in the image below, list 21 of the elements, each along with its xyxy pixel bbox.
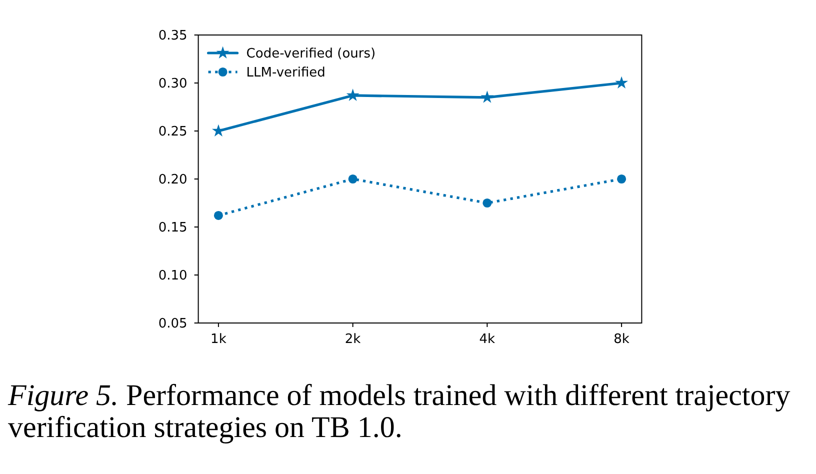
- x-tick-label: 2k: [344, 332, 362, 347]
- x-tick-label: 8k: [614, 332, 630, 347]
- point: [480, 90, 494, 103]
- legend-label: LLM-verified: [246, 66, 326, 81]
- y-tick-label: 0.35: [158, 28, 188, 44]
- y-tick-label: 0.20: [158, 172, 188, 188]
- caption: Figure 5. Performance of models trained with different trajectory verification strategies on TB 1.0.: [7, 379, 790, 444]
- point: [617, 174, 626, 184]
- point: [214, 210, 223, 220]
- point: [615, 76, 628, 89]
- x-tick-label: 1k: [210, 332, 227, 347]
- point: [482, 198, 492, 208]
- point: [346, 88, 360, 101]
- y-tick-label: 0.10: [158, 268, 188, 284]
- y-tick-label: 0.05: [158, 316, 188, 332]
- y-tick-label: 0.25: [158, 124, 188, 140]
- legend-label: Code-verified (ours): [246, 46, 376, 62]
- point: [348, 174, 358, 184]
- x-tick-label: 4k: [479, 332, 496, 347]
- y-tick-label: 0.15: [158, 220, 188, 236]
- y-tick-label: 0.30: [158, 76, 188, 92]
